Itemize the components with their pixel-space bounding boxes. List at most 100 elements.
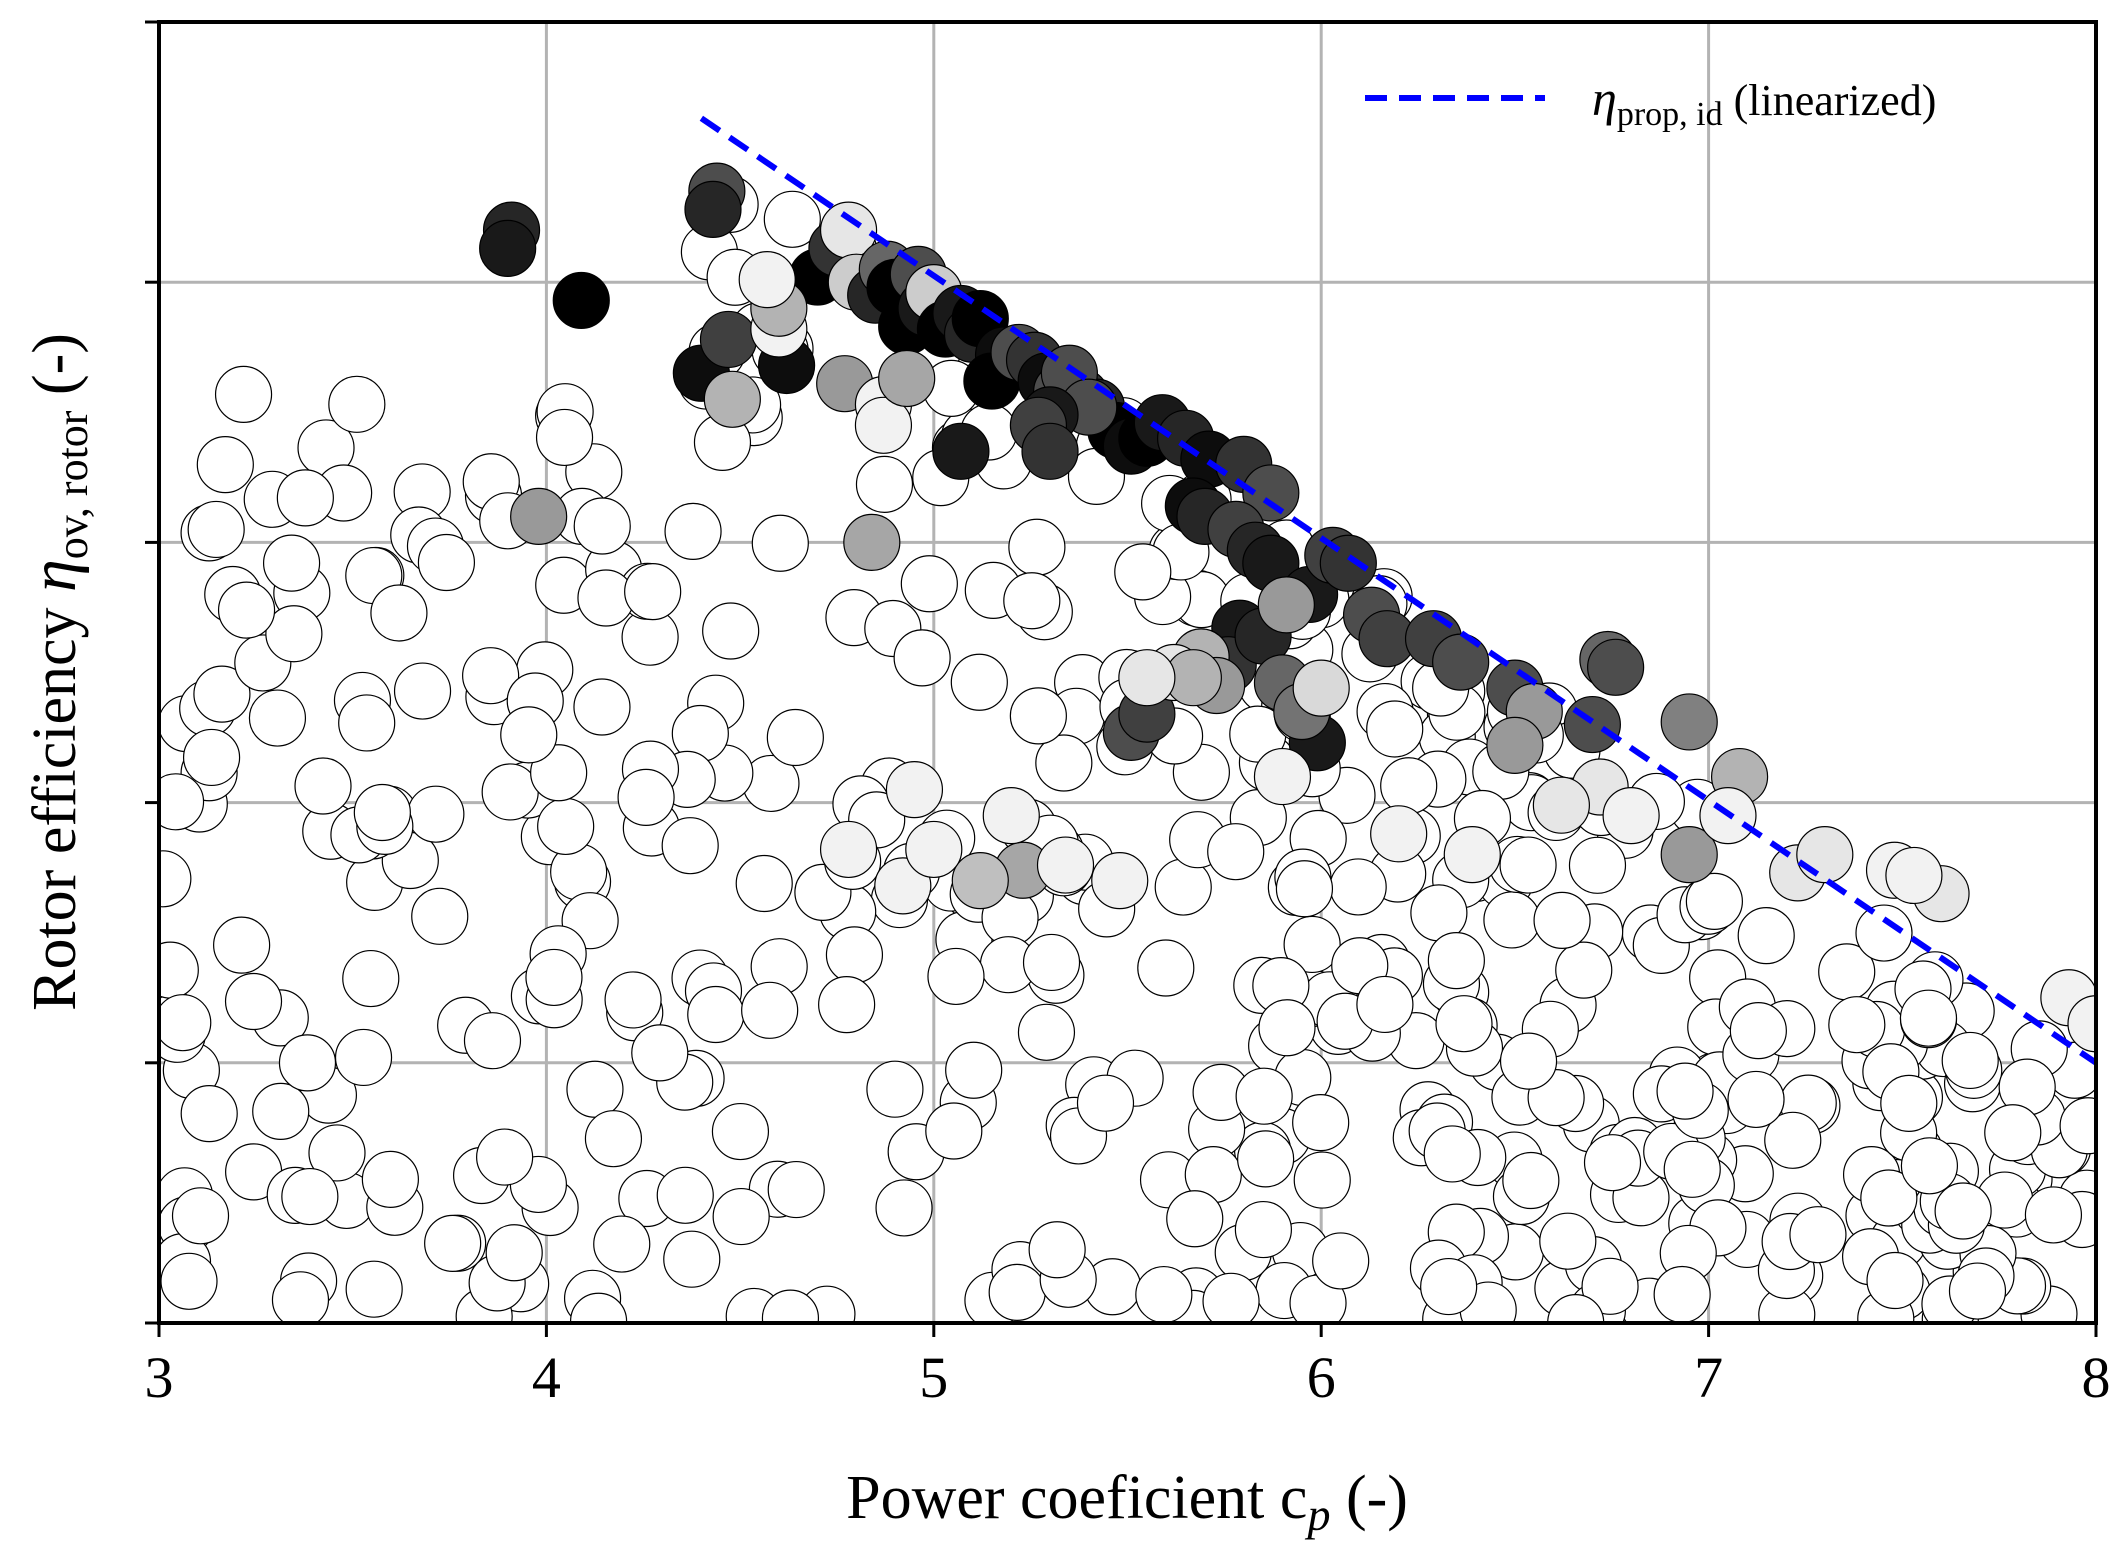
data-point (703, 370, 761, 428)
data-point (1880, 1074, 1938, 1132)
data-point (1114, 543, 1172, 601)
data-point (1828, 996, 1886, 1054)
data-point (187, 500, 245, 559)
data-point (927, 947, 985, 1006)
data-point (1789, 1206, 1847, 1264)
data-point (2067, 995, 2096, 1053)
data-point (1135, 1265, 1193, 1323)
data-point (345, 1260, 403, 1318)
data-point (825, 926, 884, 984)
data-point (1137, 939, 1195, 997)
data-point (1207, 823, 1265, 881)
data-point (1202, 1272, 1260, 1323)
data-point (252, 1082, 310, 1141)
data-point (1292, 1094, 1350, 1152)
data-point (1312, 1232, 1370, 1290)
data-point (663, 1230, 721, 1288)
data-point (171, 1187, 230, 1245)
data-point (262, 534, 321, 592)
data-point (988, 1263, 1046, 1321)
data-point (1293, 1151, 1351, 1209)
data-point (2059, 1097, 2096, 1155)
linearized-line (699, 115, 2096, 1066)
data-point (463, 1012, 522, 1070)
data-point (1602, 787, 1660, 845)
legend-label: ηprop, id (linearized) (1592, 70, 1936, 133)
data-point (905, 820, 963, 879)
data-point (855, 455, 914, 513)
data-point (1432, 633, 1490, 691)
data-point (624, 563, 682, 621)
data-point (370, 584, 428, 642)
data-point (1091, 852, 1149, 910)
data-point (1899, 989, 1958, 1047)
data-point (1866, 1251, 1924, 1310)
data-point (885, 760, 944, 819)
data-point (1685, 872, 1743, 930)
data-point (217, 581, 276, 639)
data-point (900, 555, 958, 613)
data-point (1984, 1104, 2042, 1162)
data-point (819, 820, 878, 879)
data-point (1656, 1062, 1714, 1120)
x-tick-label: 5 (919, 1345, 948, 1410)
data-point (1900, 1137, 1959, 1195)
data-point (1235, 1067, 1293, 1125)
data-point (1017, 1003, 1076, 1061)
data-point (214, 365, 273, 424)
data-point (1483, 891, 1541, 949)
x-tick-label: 3 (145, 1345, 174, 1410)
data-point (2024, 1186, 2083, 1244)
data-point (1443, 826, 1501, 884)
data-point (180, 1085, 238, 1143)
data-point (699, 310, 758, 369)
plot-frame (157, 20, 2098, 1325)
axis-ticks: 3 4 5 6 7 8 (145, 20, 2111, 1410)
data-point (1356, 975, 1414, 1034)
data-point (1948, 1262, 2007, 1320)
data-point (1028, 1221, 1086, 1279)
data-point (479, 219, 537, 277)
data-point (854, 396, 913, 454)
data-point (1427, 932, 1485, 990)
data-point (334, 1028, 393, 1087)
data-point (566, 1060, 624, 1118)
data-point (843, 513, 901, 572)
data-point (1257, 576, 1315, 634)
data-point (159, 941, 199, 999)
data-point (1258, 999, 1316, 1057)
data-point (1729, 1002, 1787, 1060)
data-point (573, 678, 631, 736)
data-point (1860, 1169, 1918, 1227)
data-point (271, 1271, 330, 1323)
data-point (893, 629, 951, 687)
data-point (702, 602, 760, 660)
data-point (684, 180, 742, 238)
data-point (1660, 693, 1718, 751)
data-point (1118, 649, 1176, 707)
data-point (766, 708, 824, 767)
data-point (878, 349, 936, 408)
data-point (1283, 915, 1341, 974)
legend: ηprop, id (linearized) (1365, 70, 1936, 133)
data-point (1420, 1257, 1478, 1316)
data-point (265, 605, 323, 663)
data-point (281, 1167, 339, 1226)
data-point (417, 533, 476, 592)
data-point (308, 1124, 366, 1182)
data-point (1035, 734, 1093, 792)
data-point (767, 1160, 825, 1219)
data-point (1653, 1265, 1711, 1323)
data-point (1022, 933, 1081, 992)
data-point (751, 514, 809, 572)
data-point (741, 981, 799, 1039)
data-point (159, 850, 192, 908)
data-point (1036, 836, 1095, 894)
data-point (661, 817, 719, 875)
data-point (932, 422, 990, 480)
data-point (525, 948, 583, 1007)
data-point (761, 1289, 820, 1323)
x-tick-label: 6 (1307, 1345, 1336, 1410)
data-point (1076, 1074, 1135, 1132)
data-point (1934, 1182, 1992, 1240)
